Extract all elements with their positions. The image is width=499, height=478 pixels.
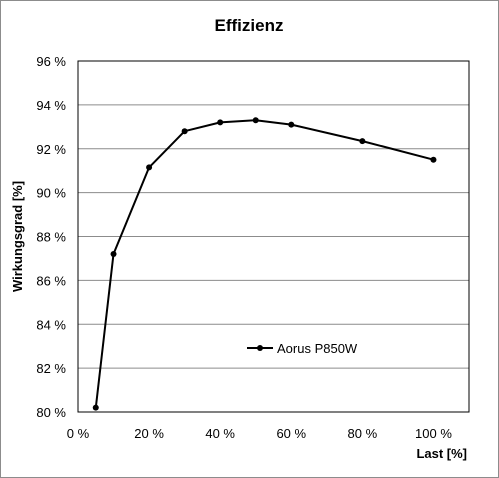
x-axis-label: Last [%] <box>416 446 467 461</box>
x-tick-label: 100 % <box>415 426 452 441</box>
x-tick-label: 20 % <box>134 426 164 441</box>
x-tick-label: 80 % <box>348 426 378 441</box>
data-point <box>430 156 437 163</box>
y-tick-label: 82 % <box>36 361 66 376</box>
chart-title: Effizienz <box>215 16 284 35</box>
y-axis-label: Wirkungsgrad [%] <box>10 181 25 292</box>
y-tick-labels: 80 % 82 % 84 % 86 % 88 % 90 % 92 % 94 % 96 % <box>36 54 66 420</box>
y-tick-label: 96 % <box>36 54 66 69</box>
y-tick-label: 86 % <box>36 273 66 288</box>
data-point <box>359 138 366 145</box>
legend: Aorus P850W <box>247 341 358 356</box>
x-tick-label: 0 % <box>67 426 90 441</box>
x-tick-labels: 0 % 20 % 40 % 60 % 80 % 100 % <box>67 426 453 441</box>
y-tick-label: 80 % <box>36 405 66 420</box>
y-tick-label: 84 % <box>36 317 66 332</box>
y-tick-label: 94 % <box>36 98 66 113</box>
data-point <box>92 404 99 411</box>
legend-label: Aorus P850W <box>277 341 358 356</box>
data-point <box>181 128 188 135</box>
series-aorus-p850w <box>92 117 437 411</box>
data-point <box>217 119 224 126</box>
plot-area <box>77 60 470 413</box>
x-tick-label: 60 % <box>276 426 306 441</box>
grid-lines <box>78 104 469 369</box>
y-tick-label: 88 % <box>36 230 66 245</box>
series-line <box>94 119 434 408</box>
y-tick-label: 92 % <box>36 142 66 157</box>
data-point <box>110 251 117 258</box>
data-point <box>146 164 153 171</box>
x-tick-label: 40 % <box>205 426 235 441</box>
y-tick-label: 90 % <box>36 186 66 201</box>
legend-marker <box>257 345 263 351</box>
data-point <box>288 121 295 128</box>
data-point <box>252 117 259 124</box>
